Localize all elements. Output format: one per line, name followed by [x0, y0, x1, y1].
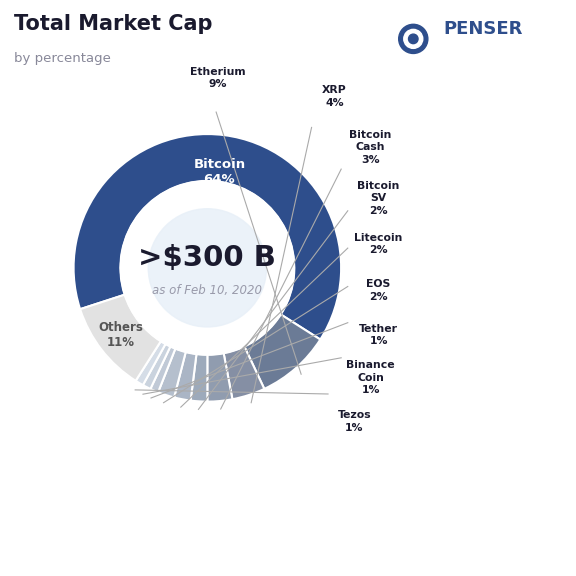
Text: Bitcoin
Cash
3%: Bitcoin Cash 3% — [350, 130, 392, 165]
Text: PENSER: PENSER — [444, 20, 523, 38]
Wedge shape — [174, 352, 196, 400]
Text: Etherium
9%: Etherium 9% — [190, 67, 246, 89]
Text: Bitcoin
64%: Bitcoin 64% — [194, 158, 245, 186]
Wedge shape — [150, 347, 175, 392]
Wedge shape — [80, 295, 161, 381]
Circle shape — [399, 24, 428, 54]
Circle shape — [404, 29, 423, 48]
Text: by percentage: by percentage — [14, 52, 111, 65]
Text: Bitcoin
SV
2%: Bitcoin SV 2% — [358, 181, 400, 215]
Text: Tether
1%: Tether 1% — [359, 324, 398, 346]
Text: Others
11%: Others 11% — [98, 321, 143, 349]
Wedge shape — [136, 341, 165, 385]
Wedge shape — [207, 353, 233, 401]
Text: EOS
2%: EOS 2% — [366, 279, 391, 302]
Text: Binance
Coin
1%: Binance Coin 1% — [346, 360, 395, 395]
Text: Tezos
1%: Tezos 1% — [338, 411, 372, 433]
Wedge shape — [74, 134, 341, 339]
Wedge shape — [158, 348, 185, 397]
Wedge shape — [143, 344, 170, 389]
Circle shape — [120, 181, 294, 355]
Wedge shape — [191, 354, 207, 401]
Text: as of Feb 10, 2020: as of Feb 10, 2020 — [153, 284, 262, 297]
Wedge shape — [223, 347, 264, 399]
Text: XRP
4%: XRP 4% — [322, 85, 347, 108]
Circle shape — [408, 34, 418, 44]
Circle shape — [119, 180, 295, 356]
Circle shape — [148, 209, 267, 327]
Text: >$300 B: >$300 B — [138, 244, 276, 272]
Wedge shape — [244, 314, 320, 389]
Text: Total Market Cap: Total Market Cap — [14, 14, 213, 35]
Text: Litecoin
2%: Litecoin 2% — [354, 233, 403, 255]
Text: Penser  |  www.penser.co.uk  |  Twitter: @PenserConsult  |  +44-207-096-0061  | : Penser | www.penser.co.uk | Twitter: @Pe… — [81, 550, 495, 559]
